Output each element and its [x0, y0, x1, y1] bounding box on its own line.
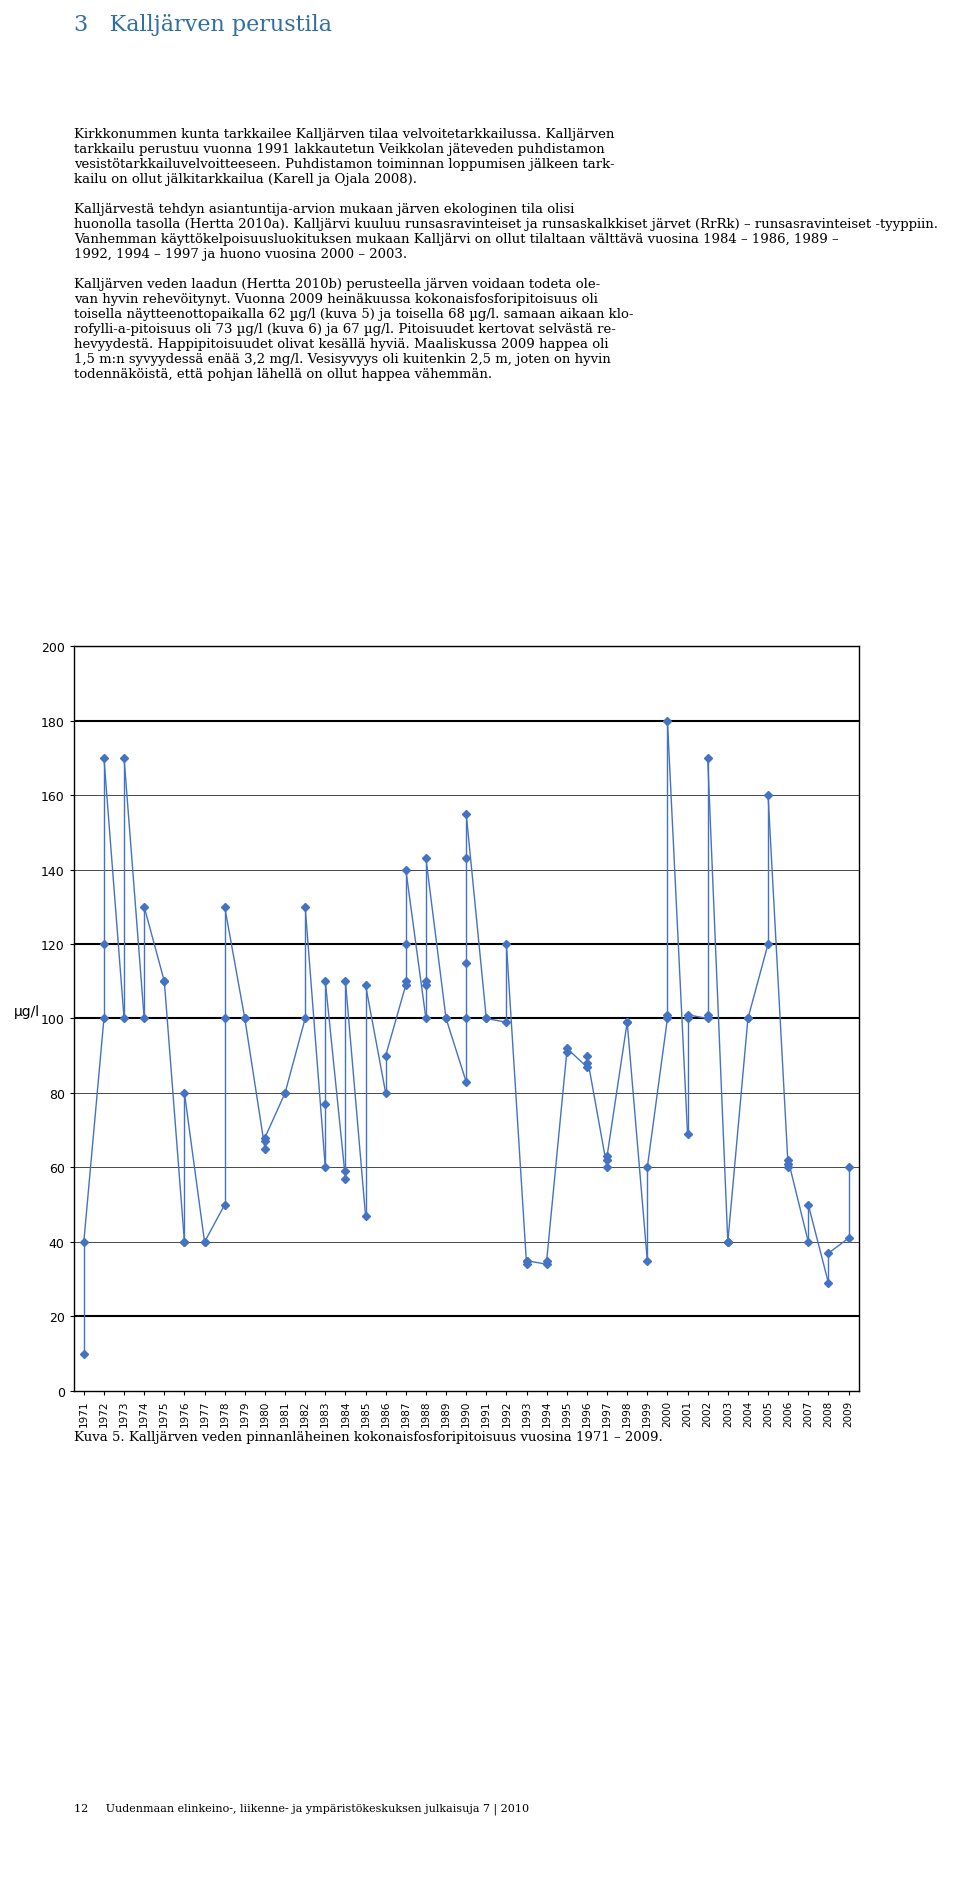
Text: Kirkkonummen kunta tarkkailee Kalljärven tilaa velvoitetarkkailussa. Kalljärven
: Kirkkonummen kunta tarkkailee Kalljärven… — [74, 128, 938, 382]
Text: 12     Uudenmaan elinkeino-, liikenne- ja ympäristökeskuksen julkaisuja 7 | 2010: 12 Uudenmaan elinkeino-, liikenne- ja ym… — [74, 1802, 529, 1813]
Text: Kuva 5. Kalljärven veden pinnanläheinen kokonaisfosforipitoisuus vuosina 1971 – : Kuva 5. Kalljärven veden pinnanläheinen … — [74, 1430, 662, 1443]
Y-axis label: µg/l: µg/l — [13, 1005, 40, 1018]
Text: 3   Kalljärven perustila: 3 Kalljärven perustila — [74, 13, 332, 36]
